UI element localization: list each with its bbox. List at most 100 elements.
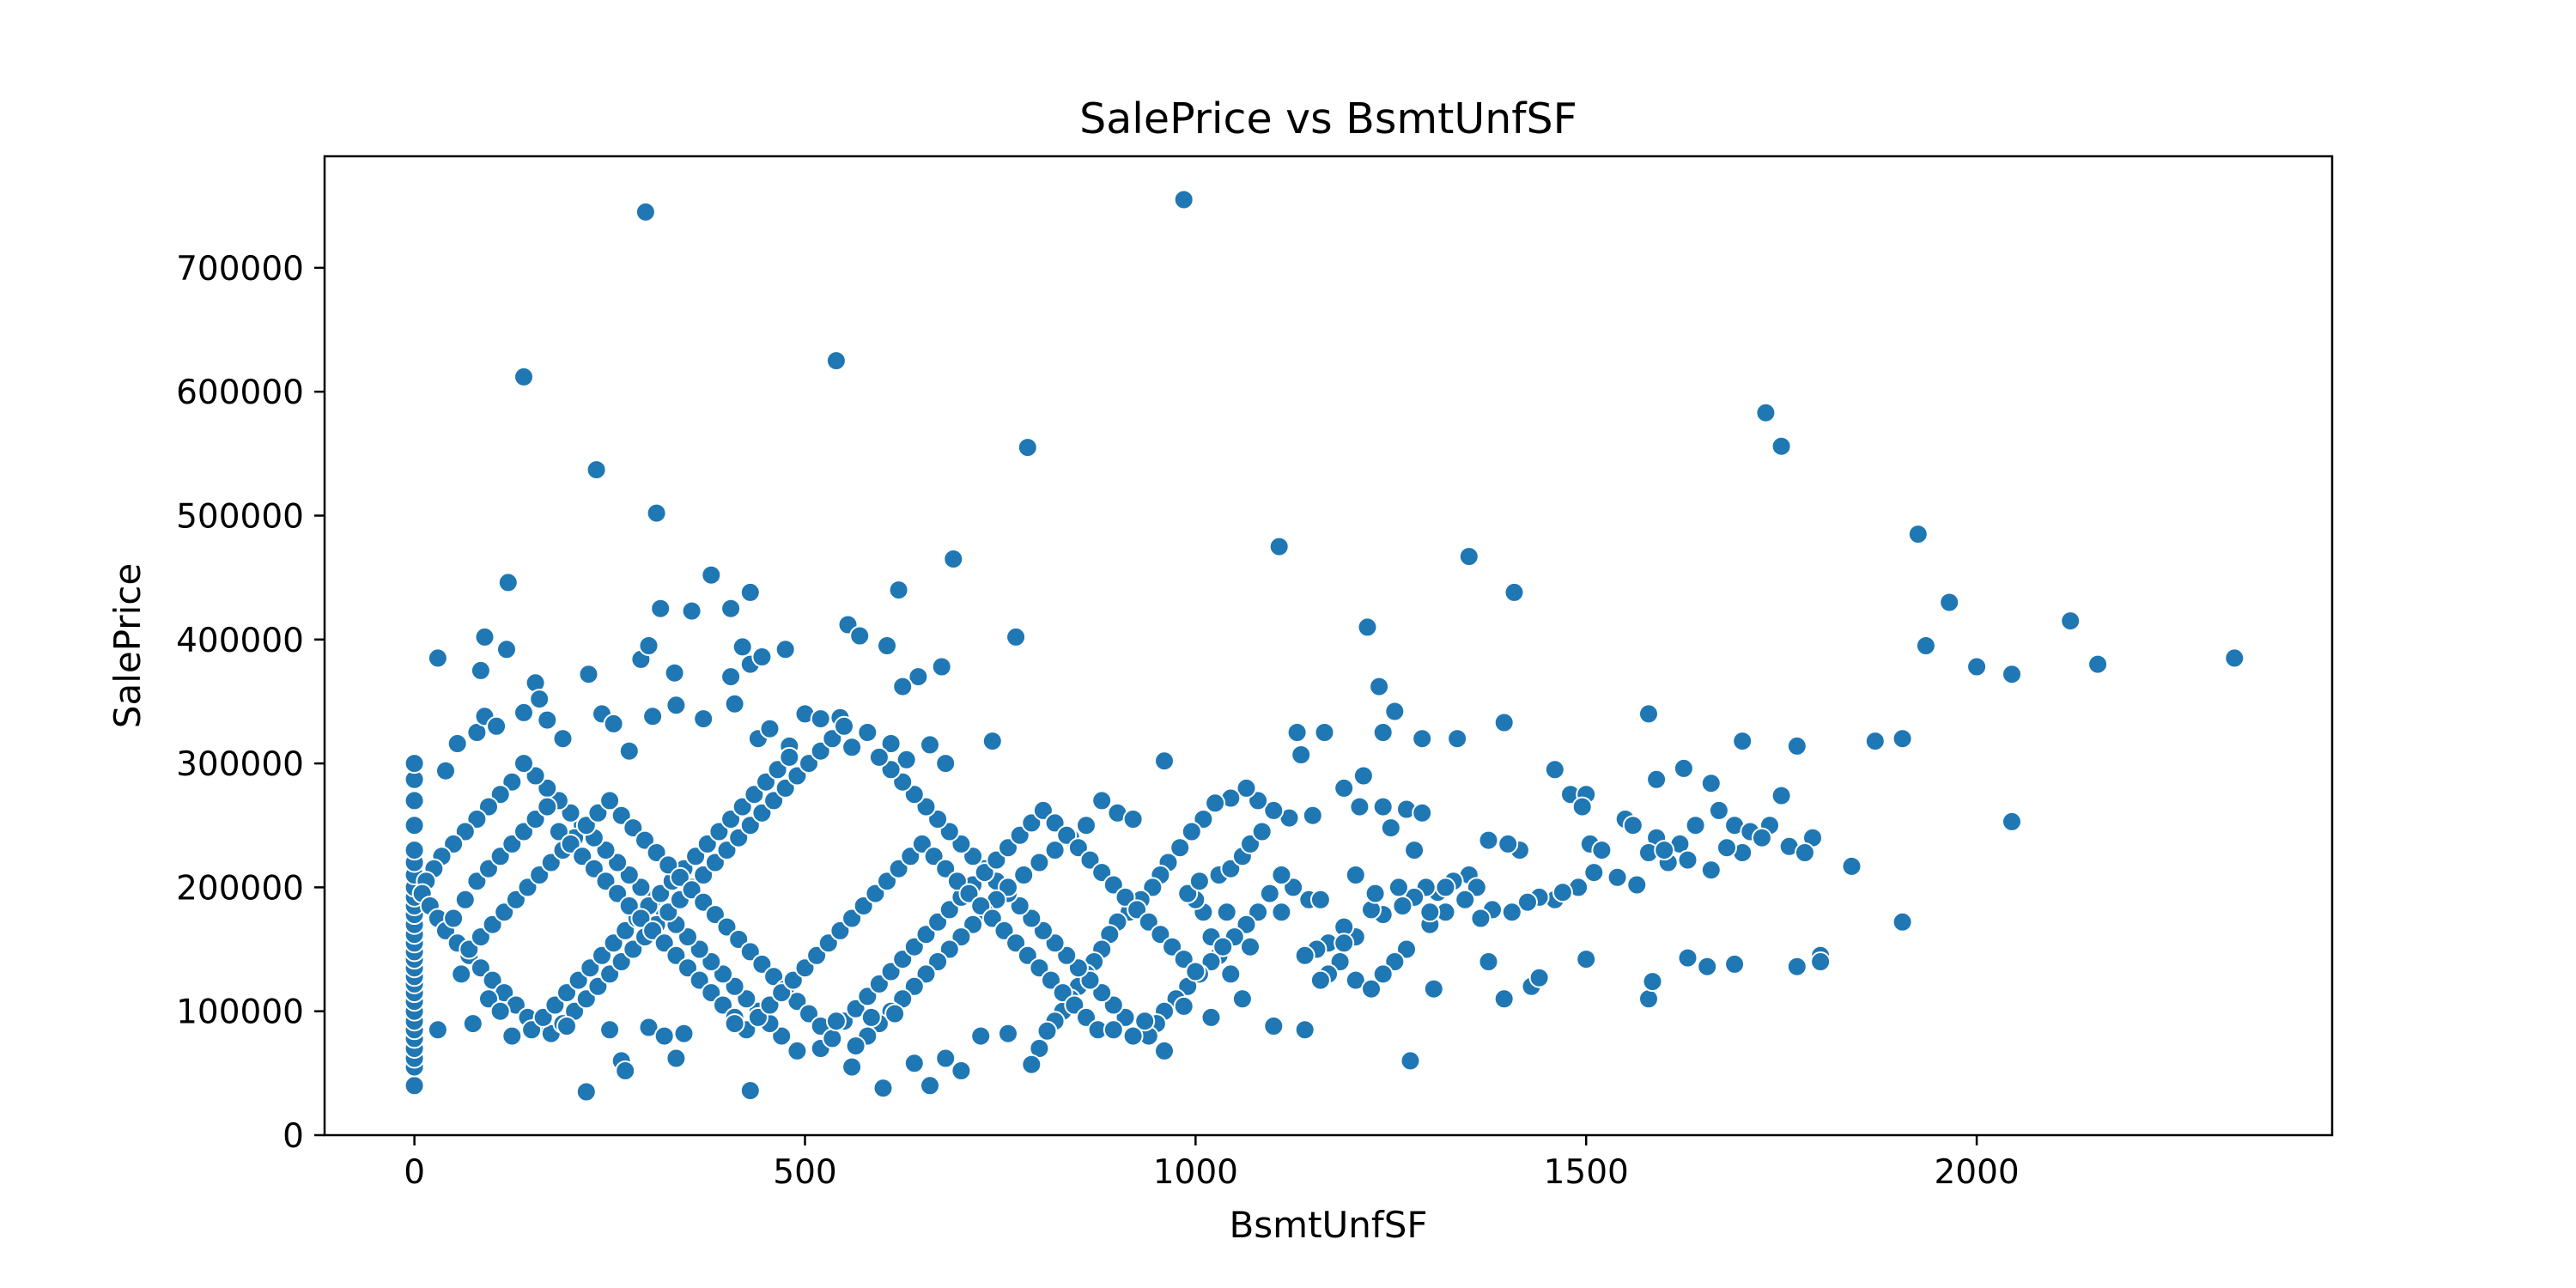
data-point xyxy=(630,877,652,898)
data-point xyxy=(635,201,656,222)
data-point xyxy=(501,771,523,793)
data-point xyxy=(653,1025,675,1047)
data-point xyxy=(849,625,871,647)
data-point xyxy=(459,939,480,960)
data-point xyxy=(685,846,707,867)
data-point xyxy=(1591,840,1613,861)
data-point xyxy=(775,777,796,799)
data-point xyxy=(1032,799,1054,821)
data-point xyxy=(868,973,890,994)
data-point xyxy=(1103,1019,1124,1041)
data-point xyxy=(771,982,793,1004)
data-point xyxy=(1423,978,1444,999)
data-point xyxy=(1044,812,1066,834)
data-point xyxy=(1173,995,1194,1017)
data-point xyxy=(704,852,726,873)
data-point xyxy=(1142,877,1163,898)
data-point xyxy=(630,908,652,929)
data-point xyxy=(1732,731,1753,752)
data-point xyxy=(943,549,964,569)
data-point xyxy=(489,784,511,805)
data-point xyxy=(739,581,761,603)
data-point xyxy=(756,771,776,793)
data-point xyxy=(900,846,921,867)
data-point xyxy=(1115,886,1136,908)
data-point xyxy=(713,994,733,1016)
data-point xyxy=(1364,883,1386,904)
data-point xyxy=(1400,1050,1421,1072)
data-point xyxy=(470,659,491,681)
data-point xyxy=(1248,902,1269,923)
data-point xyxy=(1607,866,1628,888)
data-point xyxy=(911,833,933,854)
data-point xyxy=(822,728,843,750)
data-point xyxy=(556,1016,577,1036)
data-point xyxy=(525,809,546,829)
x-axis-label: BsmtUnfSF xyxy=(1229,1204,1427,1246)
data-point xyxy=(825,350,847,372)
data-point xyxy=(1212,936,1234,957)
data-point xyxy=(1251,821,1273,842)
data-point xyxy=(1864,731,1886,752)
data-point xyxy=(560,802,581,823)
data-point xyxy=(556,982,577,1004)
data-point xyxy=(404,790,425,811)
data-point xyxy=(505,889,526,910)
data-point xyxy=(1685,815,1706,836)
data-point xyxy=(1517,891,1538,913)
data-point xyxy=(544,994,566,1016)
data-point xyxy=(787,1040,808,1061)
data-point xyxy=(1064,994,1085,1016)
data-point xyxy=(927,809,949,829)
data-point xyxy=(568,969,589,991)
data-point xyxy=(935,858,957,879)
data-point xyxy=(501,1025,523,1047)
data-point xyxy=(701,564,722,586)
data-point xyxy=(1404,840,1425,861)
data-point xyxy=(767,759,788,781)
data-point xyxy=(1188,871,1210,892)
data-point xyxy=(1079,969,1101,991)
data-point xyxy=(1334,933,1355,954)
data-point xyxy=(1205,793,1226,814)
data-point xyxy=(892,771,914,793)
data-point xyxy=(1794,842,1815,863)
data-point xyxy=(1173,189,1194,210)
data-point xyxy=(638,1017,659,1038)
data-point xyxy=(1021,1054,1042,1075)
data-point xyxy=(537,709,558,731)
data-point xyxy=(810,740,831,762)
data-point xyxy=(1392,896,1413,916)
data-point xyxy=(1032,920,1054,941)
data-point xyxy=(404,1075,425,1097)
data-point xyxy=(1642,971,1663,993)
data-point xyxy=(872,1078,894,1099)
data-point xyxy=(603,713,624,734)
data-point xyxy=(1056,945,1078,966)
data-point xyxy=(998,877,1018,898)
data-point xyxy=(739,941,761,963)
data-point xyxy=(642,920,664,941)
data-point xyxy=(1498,833,1519,854)
x-tick-label: 1000 xyxy=(1153,1153,1238,1192)
data-point xyxy=(1291,744,1312,765)
data-point xyxy=(794,957,816,979)
data-point xyxy=(603,933,624,954)
data-point xyxy=(1939,592,1960,613)
data-point xyxy=(599,963,621,985)
data-point xyxy=(751,953,773,975)
data-point xyxy=(1352,765,1374,787)
data-point xyxy=(981,731,1003,752)
data-point xyxy=(1134,1011,1156,1032)
data-point xyxy=(880,961,902,982)
data-point xyxy=(1892,728,1913,750)
data-point xyxy=(1150,924,1171,945)
data-point xyxy=(896,749,917,770)
x-tick-label: 2000 xyxy=(1934,1153,2019,1192)
data-point xyxy=(763,790,785,811)
data-point xyxy=(1193,809,1214,829)
data-point xyxy=(915,796,937,817)
data-point xyxy=(1122,1025,1144,1047)
data-point xyxy=(1388,877,1409,898)
